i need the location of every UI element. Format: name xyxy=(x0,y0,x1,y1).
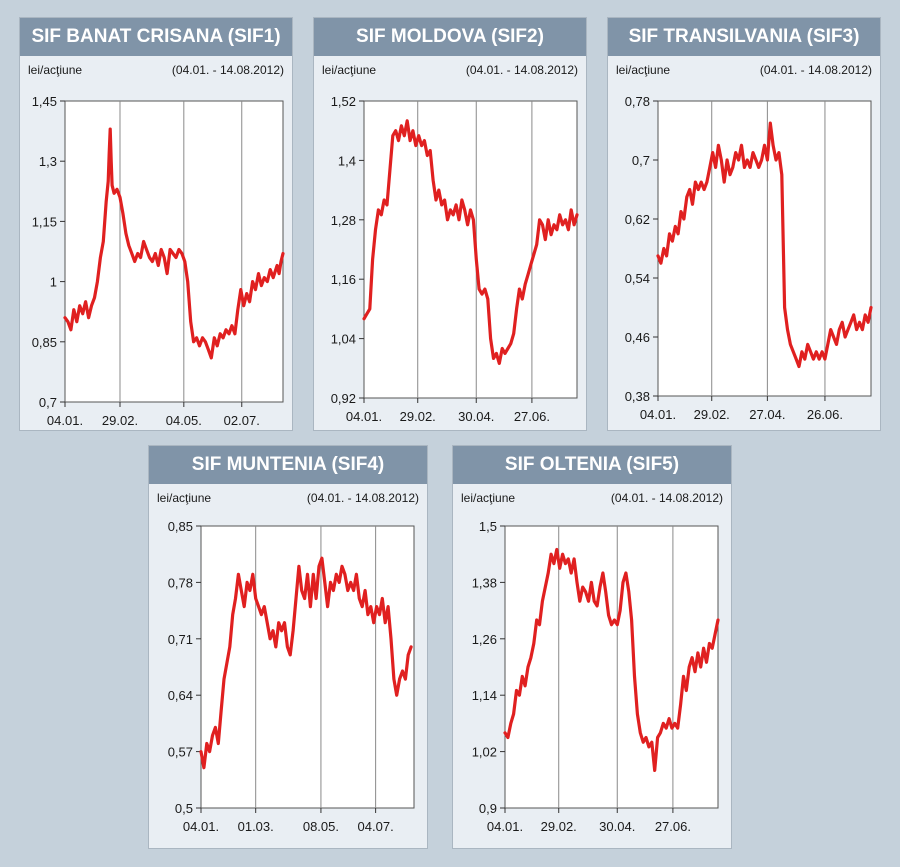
chart-panel-sif4: SIF MUNTENIA (SIF4) lei/acţiune (04.01. … xyxy=(148,445,428,849)
line-chart-sif3: 0,78 0,7 0,62 0,54 0,46 0,38 04.01. 29.02. 27.04… xyxy=(625,94,873,422)
x-tick-label: 29.02. xyxy=(694,407,730,422)
y-tick-label: 0,92 xyxy=(331,391,356,406)
y-tick-label: 1,5 xyxy=(479,519,497,534)
x-tick-label: 26.06. xyxy=(807,407,843,422)
y-axis-unit: lei/acţiune xyxy=(322,63,377,77)
y-axis-unit: lei/acţiune xyxy=(461,491,516,505)
x-tick-label: 04.01. xyxy=(183,819,219,834)
plot-area xyxy=(200,525,415,809)
x-tick-label: 29.02. xyxy=(541,819,577,834)
line-chart-sif5: 1,5 1,38 1,26 1,14 1,02 0,9 04.01. 29.02. 30.04.… xyxy=(472,519,720,834)
plot-area xyxy=(363,100,578,399)
x-tick-label: 29.02. xyxy=(400,409,436,424)
y-tick-label: 0,64 xyxy=(168,688,193,703)
y-tick-label: 1,04 xyxy=(331,332,356,347)
y-tick-label: 0,78 xyxy=(168,575,193,590)
y-tick-label: 1,45 xyxy=(32,94,57,109)
y-tick-label: 1,4 xyxy=(338,153,356,168)
y-tick-label: 0,38 xyxy=(625,389,650,404)
x-tick-label: 04.01. xyxy=(487,819,523,834)
price-line xyxy=(656,121,873,369)
x-tick-label: 29.02. xyxy=(102,413,138,428)
x-tick-label: 02.07. xyxy=(224,413,260,428)
y-tick-label: 0,7 xyxy=(39,395,57,410)
period-label: (04.01. - 14.08.2012) xyxy=(171,63,284,77)
x-tick-label: 27.04. xyxy=(749,407,785,422)
y-tick-label: 1,15 xyxy=(32,214,57,229)
x-tick-label: 08.05. xyxy=(303,819,339,834)
y-axis-unit: lei/acţiune xyxy=(616,63,671,77)
x-tick-label: 01.03. xyxy=(238,819,274,834)
y-tick-label: 1,02 xyxy=(472,745,497,760)
y-axis-unit: lei/acţiune xyxy=(28,63,83,77)
price-line xyxy=(362,119,579,365)
chart-panel-sif2: SIF MOLDOVA (SIF2) lei/acţiune (04.01. -… xyxy=(313,17,587,431)
y-tick-label: 1,52 xyxy=(331,94,356,109)
x-tick-label: 04.07. xyxy=(358,819,394,834)
period-label: (04.01. - 14.08.2012) xyxy=(759,63,872,77)
x-tick-label: 04.05. xyxy=(166,413,202,428)
y-tick-label: 1,28 xyxy=(331,213,356,228)
y-tick-label: 0,46 xyxy=(625,330,650,345)
line-chart-sif4: 0,85 0,78 0,71 0,64 0,57 0,5 04.01. 01.03. 08.05… xyxy=(168,519,415,834)
y-tick-label: 0,54 xyxy=(625,271,650,286)
y-tick-label: 1,16 xyxy=(331,272,356,287)
price-line xyxy=(199,556,413,770)
x-tick-label: 04.01. xyxy=(346,409,382,424)
y-tick-label: 0,5 xyxy=(175,801,193,816)
chart-panel-sif5: SIF OLTENIA (SIF5) lei/acţiune (04.01. -… xyxy=(452,445,732,849)
chart-title: SIF BANAT CRISANA (SIF1) xyxy=(20,18,292,56)
plot-area xyxy=(64,100,284,403)
y-tick-label: 0,7 xyxy=(632,153,650,168)
x-tick-label: 30.04. xyxy=(458,409,494,424)
y-tick-label: 1,3 xyxy=(39,154,57,169)
y-tick-label: 1,38 xyxy=(472,575,497,590)
line-chart-sif1: 1,45 1,3 1,15 1 0,85 0,7 04.01. 29.02. 04.05. 02.… xyxy=(32,94,285,428)
x-tick-label: 27.06. xyxy=(514,409,550,424)
y-tick-label: 0,78 xyxy=(625,94,650,109)
y-axis-unit: lei/acţiune xyxy=(157,491,212,505)
y-tick-label: 1,14 xyxy=(472,688,497,703)
chart-panel-sif3: SIF TRANSILVANIA (SIF3) lei/acţiune (04.… xyxy=(607,17,881,431)
y-tick-label: 0,62 xyxy=(625,212,650,227)
chart-title: SIF TRANSILVANIA (SIF3) xyxy=(608,18,880,56)
price-line xyxy=(503,547,720,772)
x-tick-label: 30.04. xyxy=(599,819,635,834)
period-label: (04.01. - 14.08.2012) xyxy=(465,63,578,77)
y-tick-label: 1 xyxy=(50,275,57,290)
x-tick-label: 04.01. xyxy=(47,413,83,428)
period-label: (04.01. - 14.08.2012) xyxy=(306,491,419,505)
plot-area xyxy=(504,525,719,809)
y-tick-label: 1,26 xyxy=(472,632,497,647)
chart-panel-sif1: SIF BANAT CRISANA (SIF1) lei/acţiune (04… xyxy=(19,17,293,431)
line-chart-sif2: 1,52 1,4 1,28 1,16 1,04 0,92 04.01. 29.02. 30.04… xyxy=(331,94,579,424)
price-line xyxy=(63,127,285,360)
period-label: (04.01. - 14.08.2012) xyxy=(610,491,723,505)
y-tick-label: 0,9 xyxy=(479,801,497,816)
y-tick-label: 0,71 xyxy=(168,632,193,647)
x-tick-label: 27.06. xyxy=(655,819,691,834)
chart-title: SIF OLTENIA (SIF5) xyxy=(453,446,731,484)
chart-title: SIF MUNTENIA (SIF4) xyxy=(149,446,427,484)
y-tick-label: 0,57 xyxy=(168,745,193,760)
y-tick-label: 0,85 xyxy=(168,519,193,534)
y-tick-label: 0,85 xyxy=(32,335,57,350)
x-tick-label: 04.01. xyxy=(640,407,676,422)
chart-title: SIF MOLDOVA (SIF2) xyxy=(314,18,586,56)
